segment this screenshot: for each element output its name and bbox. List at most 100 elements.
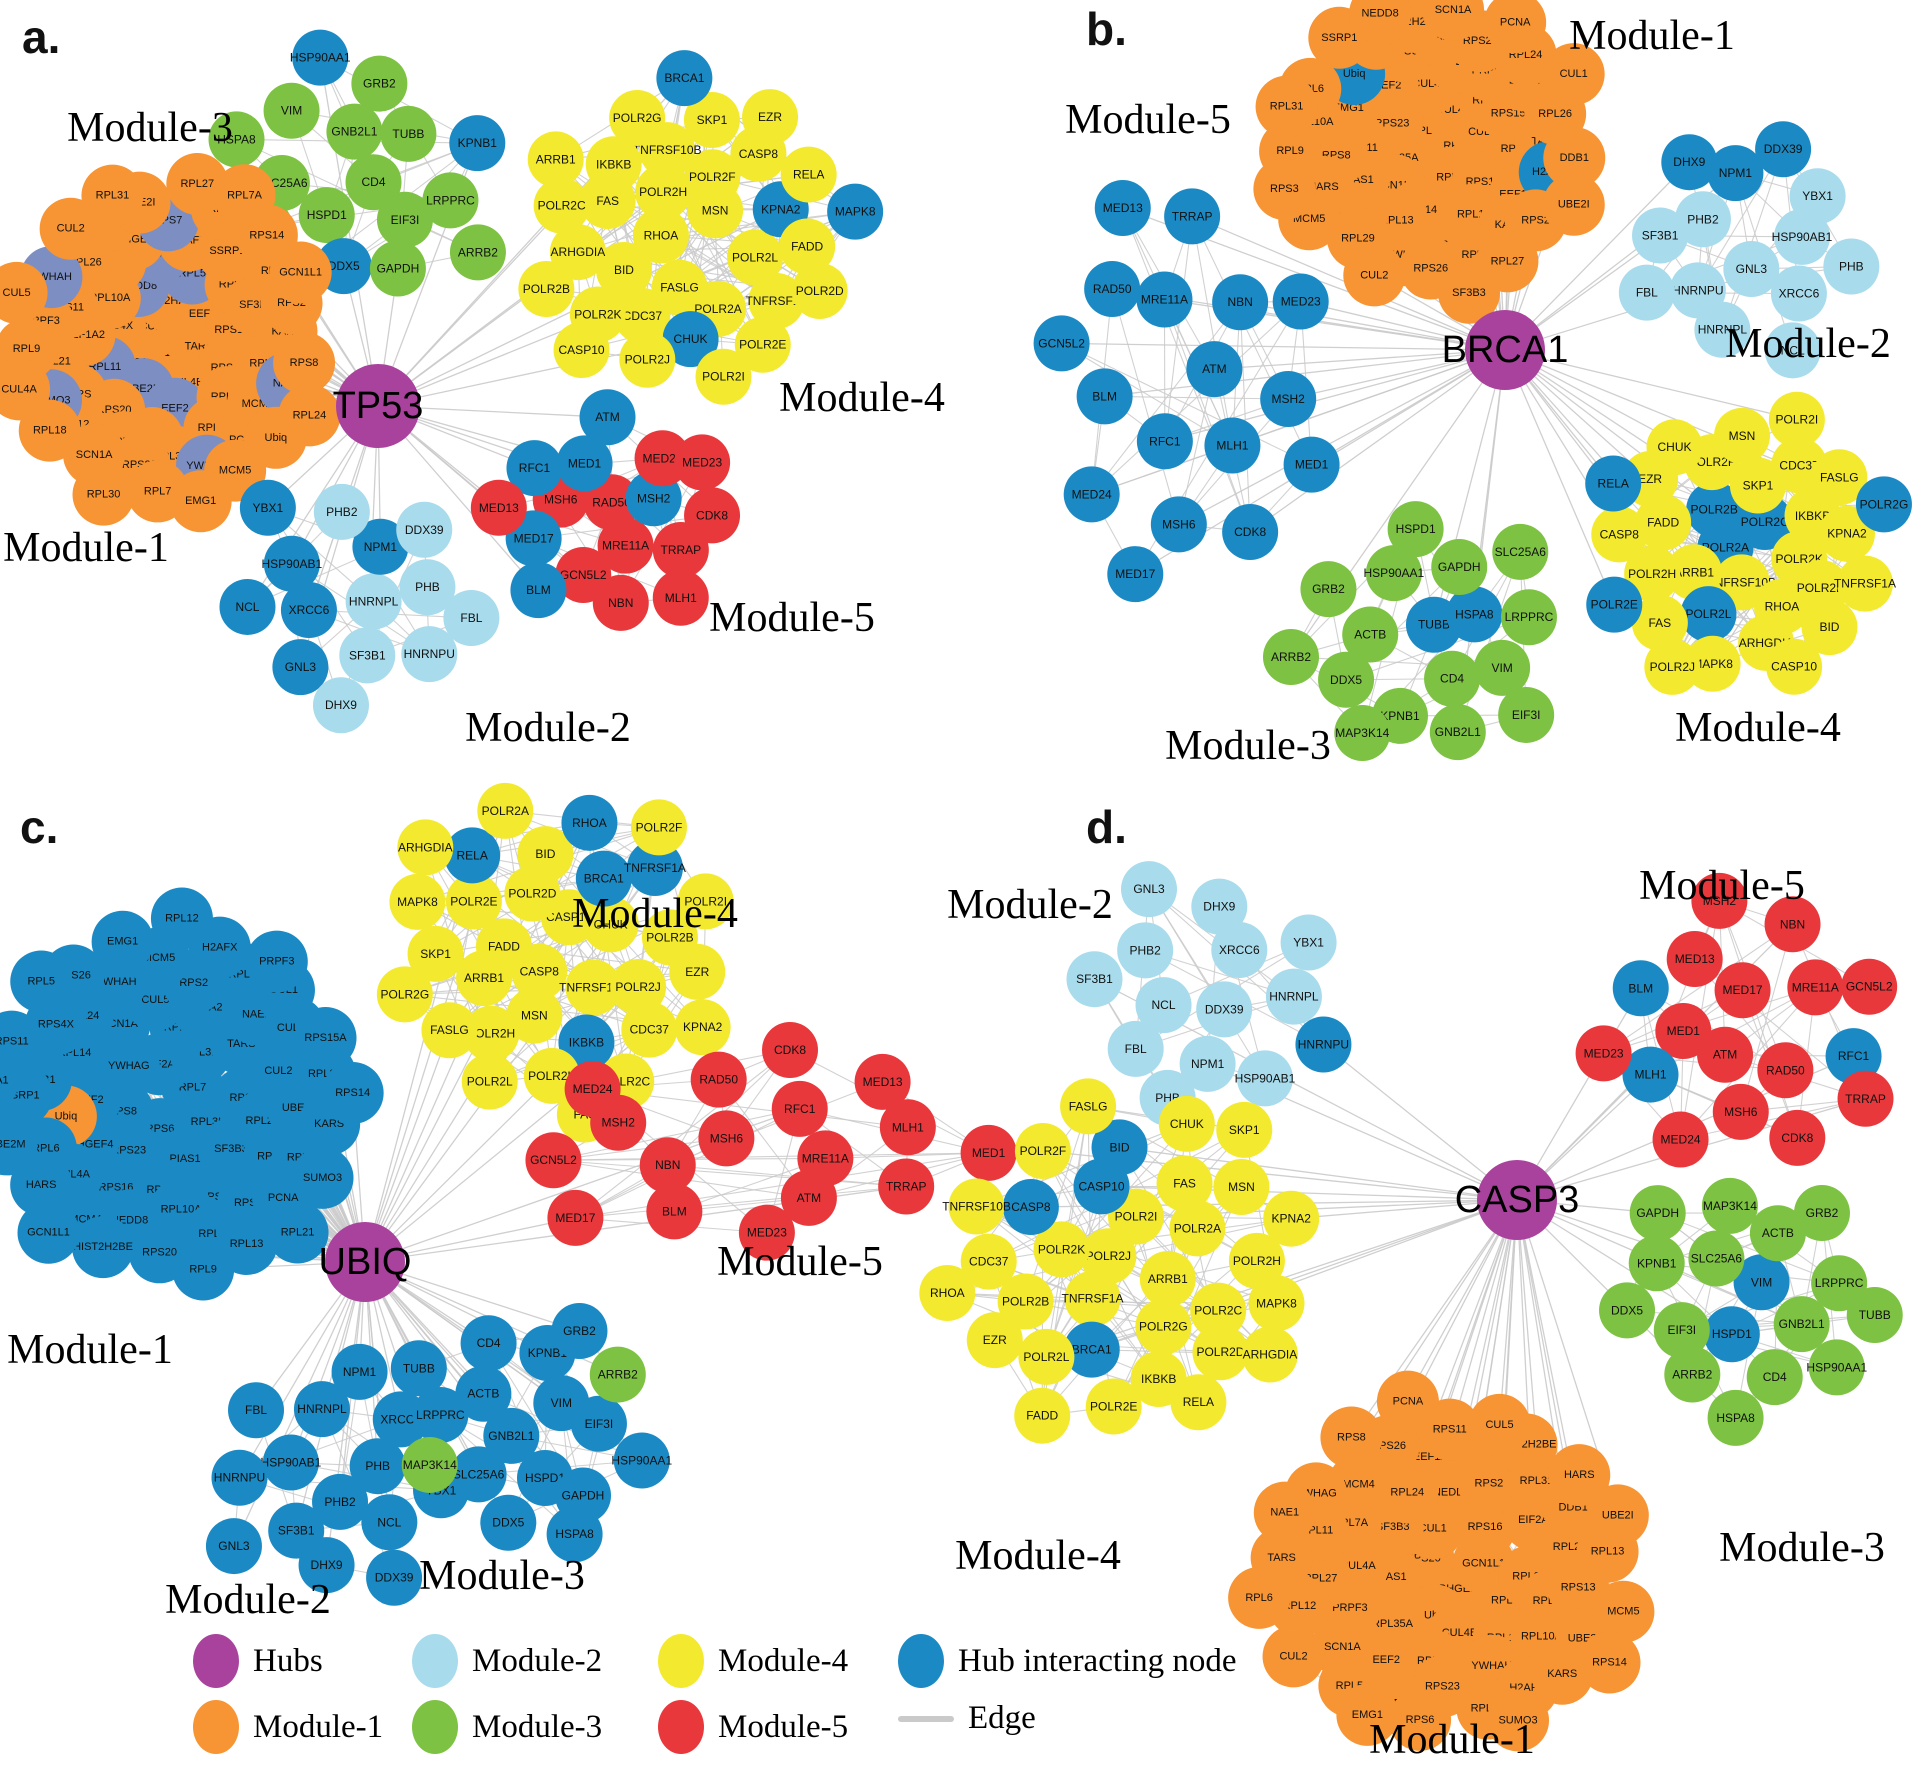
gene-node-label: HNRNPL: [1269, 990, 1319, 1004]
hub-node-TP53: TP53: [333, 364, 423, 448]
edge: [667, 1049, 791, 1166]
gene-node-circle: [273, 332, 336, 395]
node-c-NCL: NCL: [361, 1494, 418, 1551]
node-b-POLR2I: POLR2I: [1768, 391, 1825, 448]
node-a-ARHGDIA: ARHGDIA: [549, 224, 606, 281]
gene-node-circle: [480, 1494, 537, 1551]
gene-node-label: HIST2H2BE: [73, 1241, 133, 1253]
gene-node-circle: [1801, 599, 1858, 656]
edge: [1680, 1098, 1866, 1141]
gene-node-label: RPL7: [179, 1081, 207, 1093]
gene-node-circle: [1014, 1122, 1071, 1179]
node-b-GNL3: GNL3: [1723, 240, 1780, 297]
gene-node-label: POLR2J: [1086, 1249, 1131, 1263]
gene-node-label: LRPPRC: [1505, 610, 1554, 624]
node-c-PHB2: PHB2: [312, 1473, 369, 1530]
node-b-HNRNPL: HNRNPL: [1694, 301, 1751, 358]
node-c-RAD50: RAD50: [690, 1051, 747, 1108]
gene-node-label: MED1: [1667, 1024, 1701, 1038]
node-b-SF3B1: SF3B1: [1632, 207, 1689, 264]
node-a-SF3B1: SF3B1: [339, 627, 396, 684]
hub-edge: [1516, 987, 1642, 1201]
gene-node-label: MED24: [643, 451, 683, 465]
gene-node-label: SF3B3: [1376, 1521, 1410, 1533]
gene-node-label: POLR2A: [1702, 540, 1749, 554]
gene-node-label: XRCC6: [1779, 287, 1820, 301]
node-b-EIF3I: EIF3I: [1498, 686, 1555, 743]
node-d-RHOA: RHOA: [919, 1265, 976, 1322]
gene-node-circle: [1691, 872, 1748, 929]
gene-node-circle: [1548, 1444, 1611, 1507]
gene-node-label: IKBKB: [1141, 1372, 1176, 1386]
gene-node-label: RAD50: [1093, 282, 1132, 296]
gene-node-circle: [639, 1137, 696, 1194]
gene-node-label: DHX9: [311, 1558, 343, 1572]
node-d-RPS8: RPS8: [1320, 1406, 1383, 1469]
gene-node-label: GRB2: [363, 77, 396, 91]
node-c-HSP90AA1: HSP90AA1: [611, 1432, 672, 1489]
gene-node-label: PCNA: [1500, 17, 1531, 29]
gene-node-label: RHOA: [930, 1286, 965, 1300]
gene-node-label: EMG1: [1352, 1709, 1383, 1721]
hub-edge: [364, 855, 473, 1263]
gene-node-circle: [1612, 960, 1669, 1017]
gene-node-label: FAS: [596, 194, 619, 208]
gene-node-label: ARRB2: [1271, 650, 1311, 664]
node-a-MAPK8: MAPK8: [827, 183, 884, 240]
gene-node-label: XRCC6: [289, 603, 330, 617]
gene-node-label: POLR2D: [508, 887, 556, 901]
node-a-RPL24: RPL24: [278, 384, 341, 447]
node-a-BRCA1: BRCA1: [656, 50, 713, 107]
gene-node-label: PHB2: [1129, 943, 1161, 957]
gene-node-label: POLR2I: [702, 370, 745, 384]
node-c-EEF1A1: EEF1A1: [0, 1051, 20, 1109]
edge: [575, 1185, 907, 1219]
gene-node-label: SKP1: [1229, 1123, 1260, 1137]
gene-node-label: FADD: [488, 939, 520, 953]
edge: [1119, 1147, 1219, 1311]
node-c-GCN1L1: GCN1L1: [17, 1201, 80, 1264]
node-c-MAPK8: MAPK8: [389, 873, 446, 930]
node-d-ARRB1: ARRB1: [1139, 1250, 1196, 1307]
gene-node-circle: [1855, 476, 1912, 533]
node-d-FBL: FBL: [1107, 1020, 1164, 1077]
gene-node-circle: [470, 479, 527, 536]
gene-node-circle: [1191, 878, 1248, 935]
gene-node-circle: [1770, 265, 1827, 322]
gene-node-circle: [477, 782, 534, 839]
node-d-POLR2J: POLR2J: [1080, 1228, 1137, 1285]
gene-node-circle: [298, 187, 355, 244]
gene-node-circle: [674, 999, 731, 1056]
gene-node-circle: [399, 559, 456, 616]
node-d-MSH6: MSH6: [1712, 1083, 1769, 1140]
gene-node-circle: [1674, 191, 1731, 248]
gene-node-label: ACTB: [1762, 1226, 1794, 1240]
node-c-EMG1: EMG1: [91, 910, 154, 973]
gene-node-label: TUBB: [403, 1361, 435, 1375]
node-a-YBX1: YBX1: [239, 479, 296, 536]
node-d-MED17: MED17: [1714, 962, 1771, 1019]
gene-node-circle: [1757, 1042, 1814, 1099]
gene-node-label: FBL: [460, 611, 482, 625]
node-d-TRRAP: TRRAP: [1837, 1070, 1894, 1127]
gene-node-circle: [1773, 1296, 1830, 1353]
gene-node-circle: [456, 950, 513, 1007]
gene-node-circle: [1063, 466, 1120, 523]
node-c-RPS11: RPS11: [0, 1010, 43, 1073]
gene-node-label: RPS4X: [38, 1019, 75, 1031]
gene-node-label: KARS: [314, 1118, 344, 1130]
gene-node-circle: [564, 1061, 621, 1118]
gene-node-circle: [312, 677, 369, 734]
node-c-CDC37: CDC37: [621, 1001, 678, 1058]
gene-node-circle: [228, 1382, 285, 1439]
gene-node-label: IKBKB: [569, 1035, 604, 1049]
node-c-RHOA: RHOA: [561, 794, 618, 851]
gene-node-label: POLR2H: [1628, 567, 1676, 581]
node-b-YBX1: YBX1: [1789, 168, 1846, 225]
module-label-c-module-5: Module-5: [717, 1239, 883, 1285]
gene-node-label: TNFRSF1A: [1834, 577, 1896, 591]
gene-node-circle: [619, 331, 676, 388]
node-c-KPNA2: KPNA2: [674, 999, 731, 1056]
gene-node-circle: [278, 384, 341, 447]
edge: [553, 1152, 989, 1161]
